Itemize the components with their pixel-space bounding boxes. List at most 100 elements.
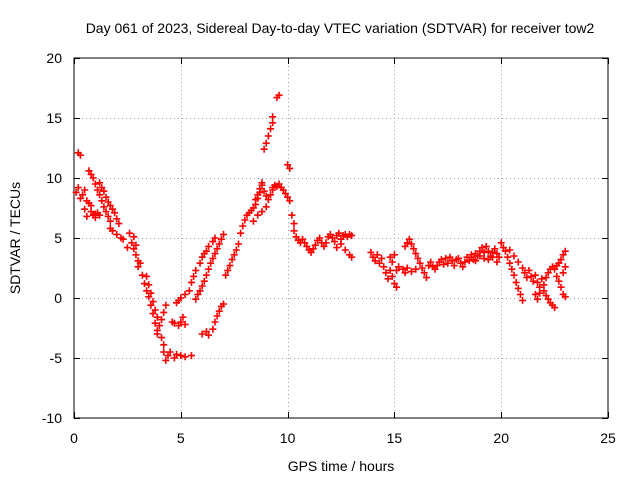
data-point <box>123 244 131 252</box>
y-tick-label: 0 <box>54 290 62 306</box>
data-point <box>177 318 185 326</box>
data-point <box>254 191 262 199</box>
data-point <box>309 245 317 253</box>
data-point <box>405 235 413 243</box>
data-point <box>104 212 112 220</box>
data-point <box>493 250 501 258</box>
data-point <box>145 281 153 289</box>
data-point <box>215 307 223 315</box>
data-point <box>555 277 563 285</box>
data-point <box>290 227 298 235</box>
data-point <box>337 240 345 248</box>
data-point <box>192 295 200 303</box>
data-point <box>173 350 181 358</box>
data-point <box>454 254 462 262</box>
data-point <box>521 269 529 277</box>
data-point <box>91 210 99 218</box>
data-point <box>514 284 522 292</box>
data-point <box>427 258 435 266</box>
data-point <box>241 216 249 224</box>
data-point <box>79 191 87 199</box>
data-point <box>422 274 430 282</box>
data-point <box>85 167 93 175</box>
axis-ticks <box>74 58 609 419</box>
data-point <box>553 272 561 280</box>
data-point <box>149 298 157 306</box>
data-point <box>495 253 503 261</box>
data-point <box>328 234 336 242</box>
y-axis-label: SDTVAR / TECUs <box>7 182 23 294</box>
data-point <box>100 187 108 195</box>
data-point <box>138 271 146 279</box>
data-point <box>166 348 174 356</box>
data-point <box>551 304 559 312</box>
data-point <box>307 248 315 256</box>
data-point <box>134 263 142 271</box>
data-point <box>158 316 166 324</box>
data-point <box>542 274 550 282</box>
data-point <box>209 254 217 262</box>
data-point <box>525 266 533 274</box>
data-point <box>516 290 524 298</box>
data-point <box>410 245 418 253</box>
data-point <box>390 280 398 288</box>
data-point <box>531 271 539 279</box>
data-point <box>425 262 433 270</box>
data-point <box>234 240 242 248</box>
data-point <box>260 145 268 153</box>
data-point <box>170 354 178 362</box>
data-point <box>153 313 161 321</box>
data-point <box>202 328 210 336</box>
data-point <box>226 262 234 270</box>
data-point <box>301 239 309 247</box>
tick-labels: 0 5 10 15 20 25 -10 -5 0 5 10 15 20 <box>42 50 616 446</box>
data-point <box>196 287 204 295</box>
data-point <box>140 280 148 288</box>
data-point <box>540 287 548 295</box>
data-point <box>153 330 161 338</box>
data-point <box>164 352 172 360</box>
data-point <box>531 290 539 298</box>
data-point <box>416 259 424 267</box>
data-point <box>215 240 223 248</box>
data-point <box>181 290 189 298</box>
data-point <box>275 91 283 99</box>
data-point <box>155 322 163 330</box>
y-tick-label: 20 <box>46 50 62 66</box>
data-point <box>198 330 206 338</box>
data-point <box>341 246 349 254</box>
x-tick-label: 15 <box>387 430 403 446</box>
data-point <box>386 253 394 261</box>
data-point <box>264 132 272 140</box>
data-point <box>369 253 377 261</box>
data-point <box>258 179 266 187</box>
data-point <box>228 256 236 264</box>
data-point <box>143 272 151 280</box>
data-point <box>559 269 567 277</box>
data-point <box>115 220 123 228</box>
data-point <box>106 217 114 225</box>
data-point <box>348 232 356 240</box>
data-point <box>205 331 213 339</box>
data-point <box>102 193 110 201</box>
data-point <box>508 265 516 273</box>
data-point <box>130 233 138 241</box>
data-point <box>519 264 527 272</box>
chart-title: Day 061 of 2023, Sidereal Day-to-day VTE… <box>86 20 595 36</box>
data-point <box>108 227 116 235</box>
data-point <box>136 259 144 267</box>
data-point <box>128 239 136 247</box>
data-point <box>151 319 159 327</box>
data-point <box>478 244 486 252</box>
data-point <box>420 269 428 277</box>
data-point <box>561 247 569 255</box>
data-point <box>286 164 294 172</box>
data-point <box>412 250 420 258</box>
data-point <box>519 296 527 304</box>
data-point <box>395 263 403 271</box>
data-point <box>384 275 392 283</box>
data-point <box>126 229 134 237</box>
data-point <box>386 266 394 274</box>
data-point <box>444 259 452 267</box>
data-point <box>175 322 183 330</box>
